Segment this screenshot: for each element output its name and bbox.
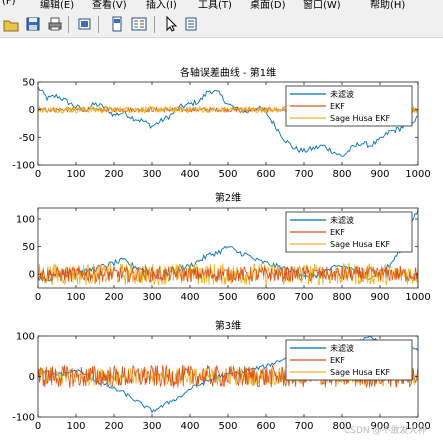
legend-entry: Sage Husa EKF bbox=[330, 240, 391, 249]
x-tick-label: 800 bbox=[332, 421, 351, 432]
legend-entry: 未滤波 bbox=[330, 89, 354, 99]
y-tick-label: 50 bbox=[22, 242, 35, 253]
menu-item-7[interactable]: 帮助(H) bbox=[370, 0, 406, 10]
x-tick-label: 800 bbox=[332, 292, 351, 303]
figure-toggle-button[interactable] bbox=[108, 15, 126, 33]
legend-entry: 未滤波 bbox=[330, 343, 354, 353]
x-tick-label: 300 bbox=[142, 292, 161, 303]
x-tick-label: 100 bbox=[66, 292, 85, 303]
x-tick-label: 200 bbox=[104, 421, 123, 432]
x-tick-label: 600 bbox=[256, 292, 275, 303]
axes-1: 0 100 200 300 400 500 600 700 800 900 1000 -100 -50 0… bbox=[12, 66, 430, 180]
axes-title: 第2维 bbox=[215, 191, 241, 204]
legend-entry: Sage Husa EKF bbox=[330, 368, 391, 377]
x-tick-label: 1000 bbox=[405, 169, 430, 180]
x-tick-label: 400 bbox=[180, 421, 199, 432]
legend-entry: Sage Husa EKF bbox=[330, 114, 391, 123]
x-tick-label: 700 bbox=[294, 292, 313, 303]
save-icon bbox=[26, 17, 40, 31]
series-group bbox=[38, 210, 418, 287]
x-tick-label: 1000 bbox=[405, 421, 430, 432]
menu-item-3[interactable]: 插入(I) bbox=[146, 0, 177, 10]
menu-item-2[interactable]: 查看(V) bbox=[92, 0, 127, 10]
series-line-raw bbox=[38, 86, 418, 157]
menu-item-6[interactable]: 窗口(W) bbox=[303, 0, 341, 10]
axes-2: 0 100 200 300 400 500 600 700 800 900 1000 0 50 100 第2… bbox=[16, 191, 431, 303]
legend-entry: EKF bbox=[330, 356, 345, 365]
menu-item-0[interactable]: (F) bbox=[2, 0, 16, 7]
x-tick-label: 0 bbox=[35, 421, 41, 432]
legend-entry: EKF bbox=[330, 228, 345, 237]
y-tick-label: 0 bbox=[29, 105, 35, 116]
watermark: CSDN @不敢发大神 bbox=[344, 426, 427, 436]
print-button[interactable] bbox=[46, 15, 64, 33]
x-tick-label: 200 bbox=[104, 169, 123, 180]
series-line-ekf bbox=[38, 265, 418, 283]
y-tick-label: -50 bbox=[19, 133, 35, 144]
open-icon bbox=[3, 20, 19, 32]
legend-entry: EKF bbox=[330, 102, 345, 111]
x-tick-label: 700 bbox=[294, 169, 313, 180]
axes-3: 0 100 200 300 400 500 600 700 800 900 1000-1000100… bbox=[12, 319, 430, 432]
link-icon bbox=[78, 18, 91, 30]
menu-item-5[interactable]: 桌面(D) bbox=[250, 0, 286, 10]
x-tick-label: 1000 bbox=[405, 292, 430, 303]
x-tick-label: 800 bbox=[332, 169, 351, 180]
pointer-icon bbox=[166, 15, 178, 32]
figure-canvas: 0 100 200 300 400 500 600 700 800 900 1000 -100 -50 0… bbox=[0, 38, 443, 443]
x-tick-label: 900 bbox=[370, 421, 389, 432]
y-tick-label: 0 bbox=[29, 270, 35, 281]
axes-title: 各轴误差曲线 - 第1维 bbox=[180, 66, 276, 79]
x-tick-label: 0 bbox=[35, 292, 41, 303]
x-tick-label: 900 bbox=[370, 292, 389, 303]
x-tick-label: 400 bbox=[180, 292, 199, 303]
brush-icon bbox=[185, 17, 197, 31]
figure-svg: 0 100 200 300 400 500 600 700 800 900 1000-100-500… bbox=[12, 66, 431, 432]
x-tick-label: 0 bbox=[35, 169, 41, 180]
y-tick-label: 100 bbox=[16, 332, 35, 343]
menu-item-1[interactable]: 编辑(E) bbox=[40, 0, 75, 10]
series-line-sage-husa bbox=[38, 262, 418, 287]
toolbar bbox=[0, 11, 443, 38]
x-tick-label: 600 bbox=[256, 421, 275, 432]
legend: 未滤波 EKF Sage Husa EKF bbox=[285, 211, 413, 253]
legend-toggle-icon bbox=[131, 17, 147, 31]
link-button[interactable] bbox=[76, 15, 94, 33]
x-tick-label: 700 bbox=[294, 421, 313, 432]
x-tick-label: 300 bbox=[142, 421, 161, 432]
y-tick-label: 0 bbox=[29, 372, 35, 383]
x-tick-label: 100 bbox=[66, 169, 85, 180]
x-tick-label: 500 bbox=[218, 292, 237, 303]
x-tick-label: 300 bbox=[142, 169, 161, 180]
menu-bar: (F) 编辑(E) 查看(V) 插入(I) 工具(T) 桌面(D) 窗口(W) 帮助(H) bbox=[0, 0, 443, 10]
toolbar-separator bbox=[98, 16, 99, 33]
x-tick-label: 100 bbox=[66, 421, 85, 432]
legend: 未滤波 EKF Sage Husa EKF bbox=[285, 85, 413, 127]
x-tick-label: 600 bbox=[256, 169, 275, 180]
y-tick-label: -100 bbox=[12, 161, 35, 172]
menu-item-4[interactable]: 工具(T) bbox=[198, 0, 232, 10]
brush-button[interactable] bbox=[182, 15, 200, 33]
y-tick-label: 100 bbox=[16, 215, 35, 226]
figure-toggle-icon bbox=[112, 16, 122, 32]
toolbar-separator bbox=[154, 16, 155, 33]
legend: 未滤波 EKF Sage Husa EKF bbox=[285, 339, 413, 381]
toolbar-separator bbox=[68, 16, 69, 33]
x-tick-label: 400 bbox=[180, 169, 199, 180]
y-tick-label: -100 bbox=[12, 413, 35, 424]
pointer-button[interactable] bbox=[162, 15, 180, 33]
legend-toggle-button[interactable] bbox=[130, 15, 148, 33]
y-tick-label: 50 bbox=[22, 78, 35, 89]
print-icon bbox=[48, 17, 62, 31]
legend-entry: 未滤波 bbox=[330, 215, 354, 225]
axes-title: 第3维 bbox=[215, 319, 241, 332]
x-tick-label: 900 bbox=[370, 169, 389, 180]
save-button[interactable] bbox=[24, 15, 42, 33]
x-tick-label: 200 bbox=[104, 292, 123, 303]
open-button[interactable] bbox=[2, 15, 20, 33]
x-tick-label: 500 bbox=[218, 421, 237, 432]
x-tick-label: 500 bbox=[218, 169, 237, 180]
